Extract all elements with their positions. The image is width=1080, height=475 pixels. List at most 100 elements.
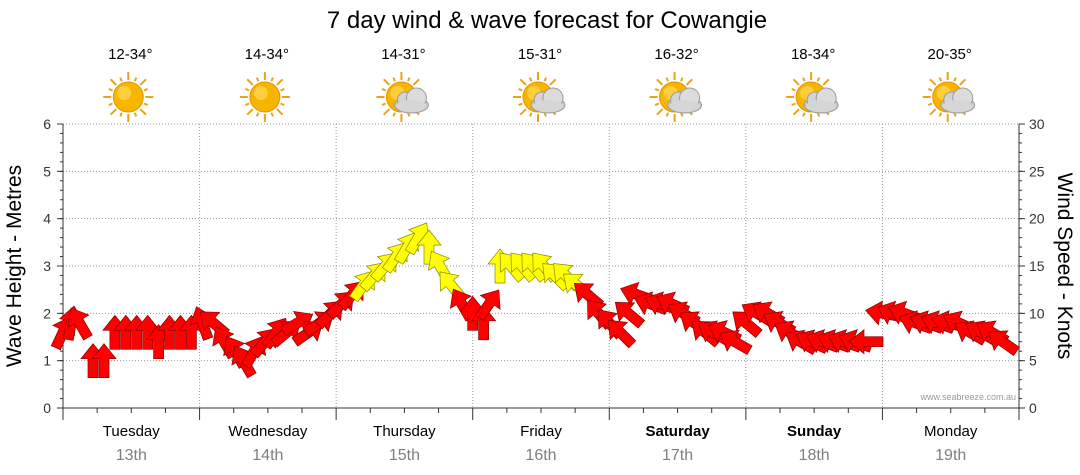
left-tick-label: 6: [43, 116, 51, 132]
sun-ray: [791, 88, 796, 92]
sun-highlight: [253, 86, 268, 100]
sun-ray: [270, 77, 274, 82]
sun-ray: [654, 88, 660, 92]
weather-icons: [103, 72, 976, 122]
day-label: Sunday: [787, 423, 842, 440]
sun-ray: [143, 88, 149, 92]
sun-ray: [543, 77, 547, 82]
date-label: 18th: [799, 447, 830, 464]
right-tick-label: 20: [1029, 211, 1045, 227]
sun-ray: [139, 108, 147, 116]
sun-icon: [239, 72, 290, 122]
sun-ray: [392, 112, 396, 117]
sun-ray: [953, 77, 957, 82]
chart-title: 7 day wind & wave forecast for Cowangie: [327, 7, 767, 34]
sun-cloud-icon: [922, 72, 976, 122]
sun-ray: [270, 112, 274, 117]
date-label: 15th: [389, 447, 420, 464]
left-tick-label: 0: [43, 400, 51, 416]
cloud-fill: [396, 100, 427, 112]
left-tick-label: 4: [43, 211, 51, 227]
cloud-fill: [533, 100, 563, 112]
sun-ray: [255, 112, 260, 117]
cloud-shape: [803, 87, 839, 114]
sun-ray: [109, 78, 117, 86]
cloud-shape: [667, 87, 703, 114]
sun-ray: [792, 108, 800, 116]
right-tick-label: 15: [1029, 258, 1045, 274]
sun-ray: [412, 78, 420, 86]
sun-ray: [280, 88, 285, 92]
sun-ray: [822, 78, 830, 86]
day-label: Wednesday: [228, 423, 307, 440]
wind-arrow: [474, 289, 501, 322]
wind-arrow: [719, 329, 753, 356]
right-tick-label: 5: [1029, 353, 1037, 369]
temperature-label: 14-31°: [381, 46, 425, 63]
right-tick-label: 30: [1029, 116, 1045, 132]
sun-ray: [791, 102, 796, 106]
credit-text: www.seabreeze.com.au: [919, 392, 1016, 402]
sun-ray: [927, 88, 933, 92]
sun-ray: [119, 77, 123, 82]
sun-cloud-icon: [513, 72, 566, 122]
wind-arrow: [607, 319, 637, 349]
sun-ray: [519, 78, 527, 86]
sun-ray: [133, 112, 138, 117]
sun-ray: [407, 77, 411, 82]
sun-ray: [938, 77, 943, 82]
sun-ray: [929, 108, 937, 116]
date-label: 16th: [525, 447, 556, 464]
temperature-label: 12-34°: [108, 46, 152, 63]
left-axis: 0 1 2 3 4 5 6: [43, 116, 1020, 420]
sun-ray: [246, 108, 254, 116]
wind-arrow: [91, 343, 117, 379]
sun-ray: [802, 77, 806, 82]
sun-icon: [103, 72, 154, 122]
sun-ray: [139, 78, 147, 86]
sun-ray: [518, 102, 523, 106]
cloud-fill: [669, 100, 700, 112]
sun-ray: [938, 112, 943, 117]
right-axis: 0 5 10 15 20 25 30: [1018, 116, 1045, 416]
sun-ray: [255, 77, 260, 82]
sun-ray: [680, 77, 684, 82]
wind-arrow: [614, 302, 646, 329]
sun-cloud-icon: [649, 72, 703, 122]
cloud-fill: [806, 100, 837, 112]
sun-ray: [108, 88, 113, 92]
right-axis-title: Wind Speed - Knots: [1053, 173, 1076, 360]
date-label: 19th: [935, 447, 966, 464]
day-label: Saturday: [645, 423, 710, 440]
sun-ray: [927, 102, 933, 106]
sun-ray: [108, 102, 113, 106]
sun-cloud-icon: [786, 72, 839, 122]
sun-ray: [665, 77, 669, 82]
sun-ray: [381, 102, 387, 106]
sun-ray: [519, 108, 527, 116]
left-axis-title: Wave Height - Metres: [3, 165, 26, 367]
sun-ray: [529, 112, 533, 117]
cloud-shape: [530, 87, 566, 114]
day-label: Monday: [924, 423, 978, 440]
sun-ray: [383, 78, 391, 86]
sun-ray: [392, 77, 396, 82]
sun-ray: [143, 102, 149, 106]
cloud-shape: [940, 87, 976, 114]
temperature-label: 18-34°: [791, 46, 835, 63]
sun-ray: [929, 78, 937, 86]
sun-ray: [529, 77, 533, 82]
temperature-label: 15-31°: [518, 46, 562, 63]
date-label: 14th: [252, 447, 283, 464]
wind-arrow: [988, 330, 1020, 357]
sun-ray: [381, 88, 387, 92]
sun-ray: [816, 77, 821, 82]
right-tick-label: 0: [1029, 400, 1037, 416]
sun-ray: [245, 88, 250, 92]
sun-ray: [518, 88, 523, 92]
day-label: Thursday: [373, 423, 436, 440]
wind-arrows: [50, 222, 1020, 379]
sun-ray: [245, 102, 250, 106]
sun-ray: [246, 78, 254, 86]
